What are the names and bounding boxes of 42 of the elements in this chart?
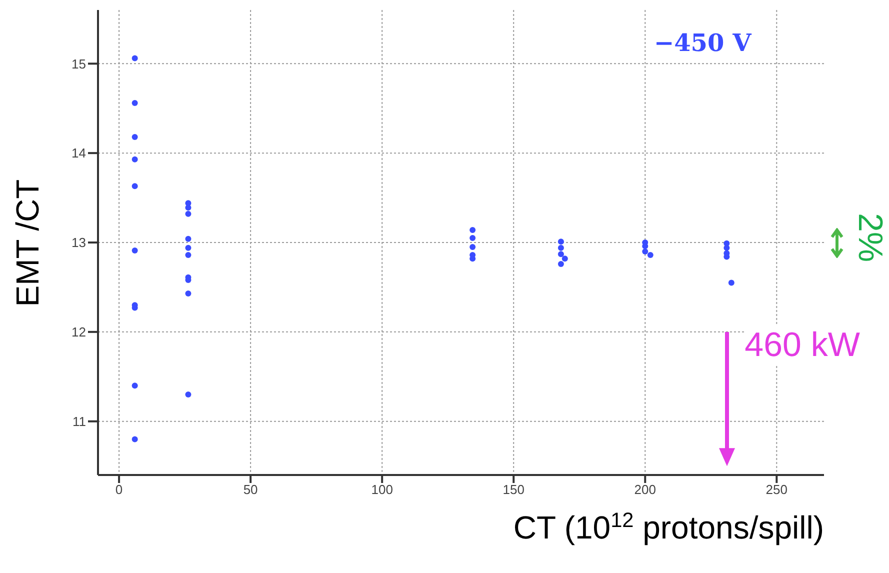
y-tick-label: 15 (72, 56, 86, 72)
point (185, 236, 192, 242)
point (470, 235, 476, 242)
point (642, 248, 648, 254)
point (132, 183, 138, 190)
y-tick-label: 11 (72, 414, 86, 429)
x-axis-title: CT (10$^{12}$ protons/spill) (513, 509, 824, 546)
point (132, 248, 138, 254)
y-tick-label: 14 (72, 146, 86, 161)
point (728, 280, 734, 286)
point (132, 100, 138, 106)
point (185, 210, 192, 217)
point (132, 436, 138, 442)
x-tick-label: 100 (371, 482, 393, 498)
point (185, 252, 192, 258)
x-tick-label: 250 (766, 482, 788, 498)
point (132, 55, 138, 62)
point (558, 260, 564, 267)
y-tick-label: 12 (72, 324, 86, 340)
point (185, 392, 192, 398)
y-axis-title: EMT /CT (10, 178, 46, 306)
point (132, 156, 138, 162)
point (185, 244, 192, 251)
point (647, 252, 654, 258)
annotation: −450 V (654, 28, 752, 57)
point (558, 238, 564, 245)
point (562, 256, 568, 262)
point (132, 134, 138, 140)
point (558, 251, 564, 258)
text: 2% (850, 212, 889, 262)
x-tick-label: 50 (243, 482, 258, 498)
point (470, 244, 476, 250)
point (558, 244, 564, 251)
point (185, 290, 192, 296)
y-tick-label: 13 (72, 235, 86, 250)
x-tick-label: 200 (634, 482, 656, 498)
x-tick-label: 150 (502, 482, 524, 498)
point (185, 204, 192, 211)
point (132, 382, 138, 389)
x-tick-label: 0 (115, 482, 123, 498)
annotation: 460 kW (744, 326, 860, 365)
point (470, 226, 476, 233)
